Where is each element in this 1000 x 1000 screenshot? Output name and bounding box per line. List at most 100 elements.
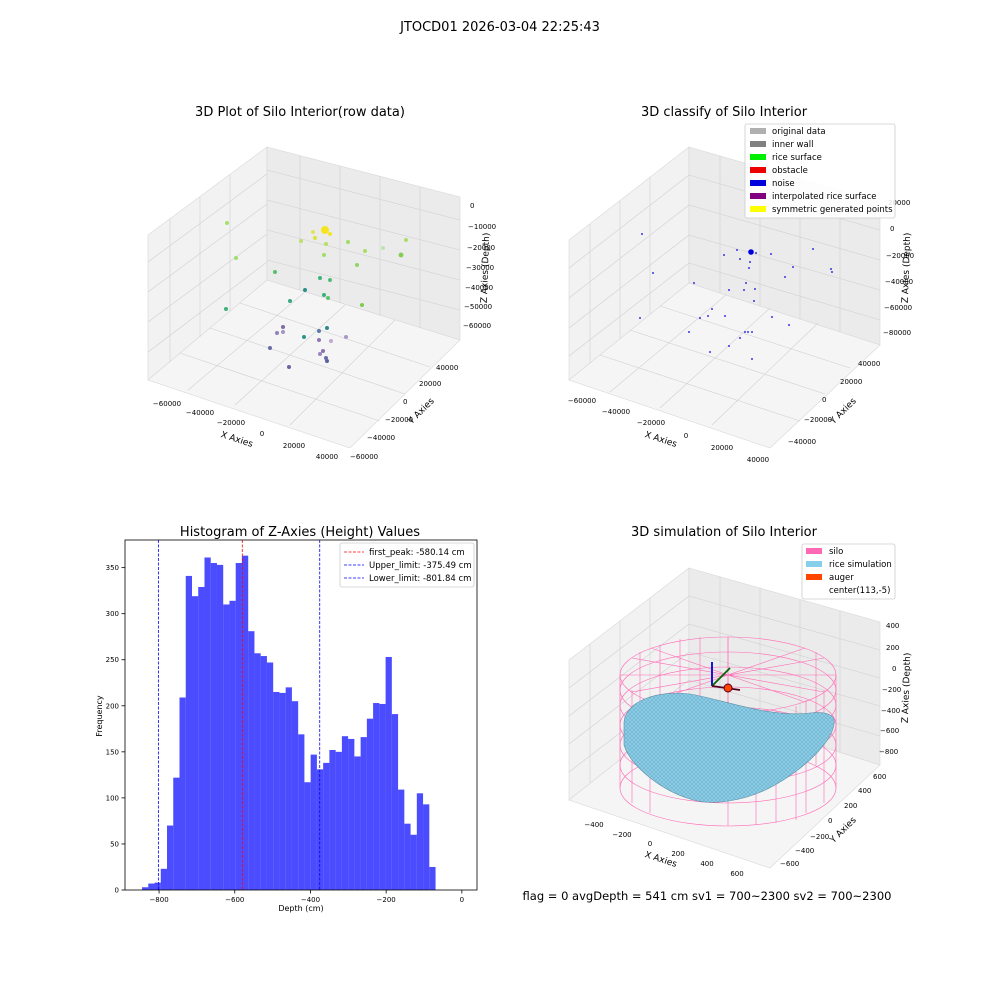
classify-xtick: 0: [684, 432, 688, 440]
raw-point: [234, 256, 238, 260]
histogram-bar: [191, 596, 199, 890]
histogram-bar: [404, 823, 411, 890]
classify-xtick: −40000: [602, 408, 630, 416]
simulation-ztick: −400: [881, 707, 900, 715]
histogram-bar: [248, 631, 255, 890]
classify-ytick: 0: [822, 396, 826, 404]
legend-swatch: [750, 193, 766, 199]
simulation-legend-entry: silo: [806, 547, 843, 557]
classify-ytick: −20000: [804, 416, 832, 424]
classify-ztick: −60000: [884, 304, 912, 312]
simulation-legend-entry: auger: [806, 573, 854, 583]
legend-label: rice simulation: [829, 560, 892, 570]
raw-ztick: −20000: [467, 244, 495, 252]
simulation-ylabel: Y Axies: [828, 815, 859, 846]
simulation-legend-box: [801, 543, 896, 600]
raw-point: [317, 338, 321, 342]
panel-classify-title: 3D classify of Silo Interior: [641, 105, 808, 120]
legend-label: interpolated rice surface: [772, 192, 877, 202]
classify-zlabel: Z Axies (Depth): [901, 233, 913, 304]
histogram-bar: [398, 789, 405, 890]
classify-legend-entry: noise: [750, 179, 795, 189]
histogram-bar: [173, 777, 180, 890]
histogram-bars: [142, 555, 436, 890]
noise-point: [724, 315, 726, 317]
noise-point: [639, 317, 641, 319]
raw-point: [318, 352, 322, 356]
histogram-bar: [210, 563, 217, 890]
legend-label: symmetric generated points: [772, 205, 893, 215]
classify-ztick: 20000: [888, 199, 910, 207]
noise-point: [747, 331, 749, 333]
classify-legend-entry: interpolated rice surface: [750, 192, 877, 202]
raw-point: [322, 293, 326, 297]
histogram-legend-entry: Lower_limit: -801.84 cm: [344, 574, 471, 584]
legend-label: inner wall: [772, 140, 813, 150]
classify-legend-entry: rice surface: [750, 153, 822, 163]
panel-raw-title: 3D Plot of Silo Interior(row data): [195, 105, 405, 120]
simulation-xtick: 600: [730, 870, 743, 878]
legend-label: Upper_limit: -375.49 cm: [369, 561, 472, 571]
raw-point: [324, 356, 328, 360]
raw-point: [281, 330, 285, 334]
raw-xtick: −40000: [186, 409, 214, 417]
legend-swatch: [750, 180, 766, 186]
histogram-legend-entry: Upper_limit: -375.49 cm: [344, 561, 472, 571]
noise-point: [745, 282, 747, 284]
histogram-bar: [366, 718, 374, 890]
raw-xtick: −20000: [217, 419, 245, 427]
raw-xtick: 40000: [316, 453, 338, 461]
raw-ytick: 40000: [436, 364, 458, 372]
histogram-legend-entry: first_peak: -580.14 cm: [344, 548, 465, 558]
raw-xlabel: X Axies: [219, 430, 254, 450]
noise-point: [751, 358, 753, 360]
histogram-bar: [266, 662, 274, 890]
raw-point: [326, 296, 330, 300]
histogram-bar: [410, 834, 417, 890]
histogram-bar: [416, 793, 424, 890]
raw-point: [317, 329, 321, 333]
raw-points: [224, 221, 408, 369]
legend-swatch: [806, 548, 822, 554]
raw-grid: [147, 156, 461, 426]
simulation-ytick: 200: [844, 802, 857, 810]
status-line: flag = 0 avgDepth = 541 cm sv1 = 700~230…: [523, 889, 892, 903]
raw-ztick: −10000: [468, 223, 496, 231]
legend-label: center(113,-5): [829, 586, 890, 596]
noise-point: [709, 351, 711, 353]
raw-point: [381, 246, 385, 250]
histogram-bar: [273, 691, 280, 890]
histogram-bar: [323, 762, 330, 890]
histogram-bar: [304, 782, 311, 890]
raw-point: [225, 221, 229, 225]
raw-point: [329, 339, 333, 343]
histogram-bar: [373, 703, 380, 890]
raw-ztick: −60000: [463, 322, 491, 330]
raw-ztick: −50000: [464, 303, 492, 311]
legend-label: first_peak: -580.14 cm: [369, 548, 465, 558]
noise-point: [739, 337, 741, 339]
raw-z-ticks: 0 −10000 −20000 −30000 −40000 −50000 −60…: [463, 202, 496, 330]
histogram-ytick-label: 50: [110, 840, 119, 848]
histogram-bar: [329, 750, 336, 890]
classify-legend-entry: obstacle: [750, 166, 808, 176]
raw-point: [325, 326, 329, 330]
histogram-bar: [391, 714, 399, 890]
histogram-bar: [204, 557, 211, 890]
histogram-bar: [229, 600, 236, 890]
classify-legend-box: [744, 123, 896, 219]
histogram-title: Histogram of Z-Axies (Height) Values: [180, 525, 420, 540]
classify-floor: [568, 282, 881, 449]
histogram-ytick-label: 150: [106, 748, 119, 756]
classify-ytick: 40000: [858, 360, 880, 368]
legend-swatch: [806, 574, 822, 580]
raw-point: [404, 238, 408, 242]
panel-raw-3d: 3D Plot of Silo Interior(row data) −6000…: [147, 105, 496, 461]
classify-xtick: 20000: [711, 444, 733, 452]
raw-xtick: 20000: [283, 442, 305, 450]
simulation-ztick: −800: [879, 748, 898, 756]
raw-point: [322, 253, 326, 257]
histogram-y-ticks: 0 50 100 150 200 250 300 350: [106, 564, 125, 895]
noise-point: [743, 289, 745, 291]
simulation-ytick: 600: [873, 773, 886, 781]
